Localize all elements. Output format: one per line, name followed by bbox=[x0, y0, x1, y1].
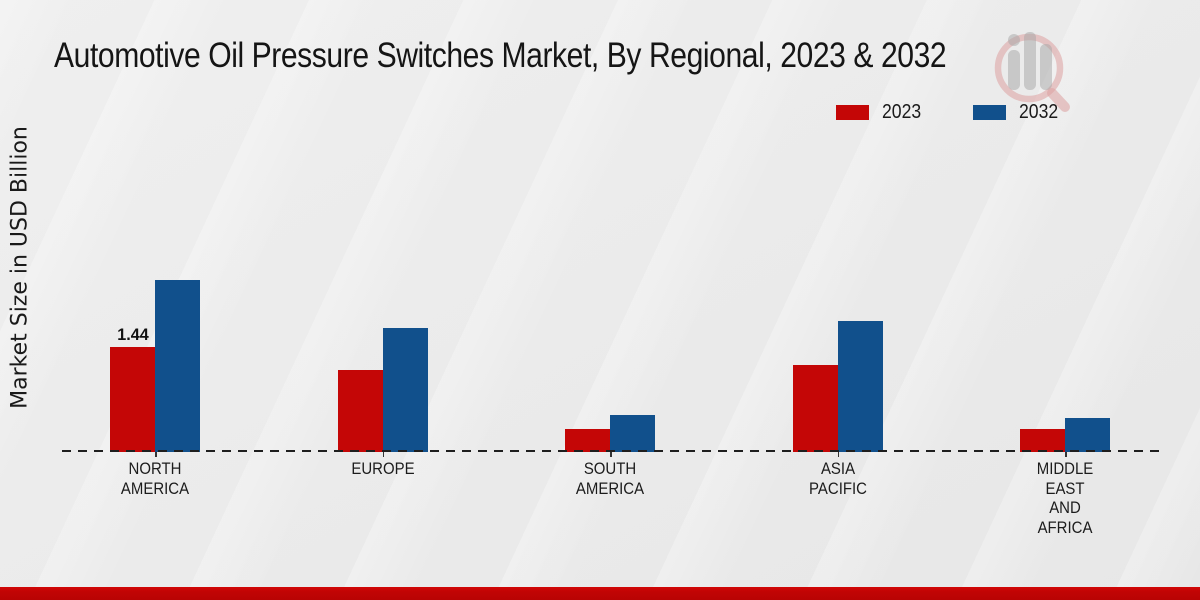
legend-label-2023: 2023 bbox=[882, 101, 922, 123]
category-label-middle-east-and-africa: MIDDLE EAST AND AFRICA bbox=[1036, 459, 1094, 537]
legend-swatch-2023-icon bbox=[836, 105, 869, 120]
bar-2032-europe bbox=[382, 328, 428, 452]
x-axis-tick bbox=[610, 452, 612, 457]
legend-item-2023: 2023 bbox=[836, 101, 927, 124]
bar-2023-north-america bbox=[110, 347, 155, 452]
bar-2023-south-america bbox=[565, 429, 610, 452]
legend: 2023 2032 bbox=[836, 101, 1063, 124]
x-axis-tick bbox=[382, 452, 384, 457]
category-label-south-america: SOUTH AMERICA bbox=[575, 459, 645, 498]
bar-2023-asia-pacific bbox=[792, 365, 838, 452]
bar-2023-middle-east-and-africa bbox=[1020, 429, 1065, 452]
footer-accent-bar bbox=[0, 587, 1200, 600]
category-label-europe: EUROPE bbox=[350, 459, 415, 478]
category-label-asia-pacific: ASIA PACIFIC bbox=[808, 459, 867, 498]
legend-item-2032: 2032 bbox=[972, 101, 1064, 124]
category-label-north-america: NORTH AMERICA bbox=[120, 459, 190, 498]
x-axis-tick bbox=[837, 452, 839, 457]
bar-2032-middle-east-and-africa bbox=[1065, 418, 1110, 452]
bar-value-label: 1.44 bbox=[116, 325, 149, 344]
chart-title: Automotive Oil Pressure Switches Market,… bbox=[54, 36, 947, 75]
x-axis-tick bbox=[155, 452, 157, 457]
legend-swatch-2032-icon bbox=[972, 105, 1006, 120]
bar-2032-north-america bbox=[155, 280, 200, 452]
watermark-logo-icon bbox=[988, 20, 1098, 120]
x-axis-baseline bbox=[62, 450, 1162, 452]
x-axis-tick bbox=[1065, 452, 1067, 457]
bar-2023-europe bbox=[337, 370, 383, 452]
legend-label-2032: 2032 bbox=[1018, 101, 1058, 123]
bar-2032-south-america bbox=[610, 415, 655, 452]
bar-2032-asia-pacific bbox=[837, 321, 883, 452]
